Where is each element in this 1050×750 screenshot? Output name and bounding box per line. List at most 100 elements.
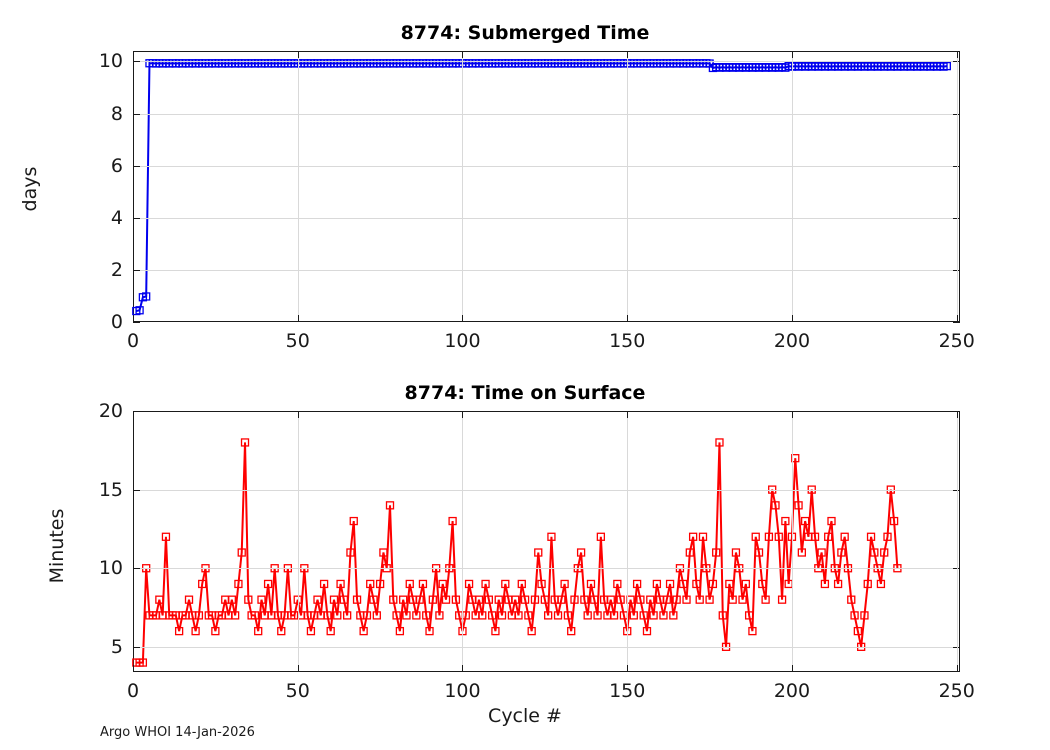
data-marker <box>748 626 757 636</box>
data-marker <box>511 595 520 604</box>
data-marker <box>907 360 914 367</box>
data-marker <box>352 595 362 604</box>
data-marker <box>306 626 316 636</box>
x-tick-mark <box>462 665 464 672</box>
y-tick-mark <box>133 114 140 116</box>
y-tick-label: 0 <box>110 311 123 333</box>
data-marker <box>741 579 750 589</box>
data-marker <box>313 595 322 604</box>
data-marker <box>395 626 405 636</box>
data-marker <box>824 532 833 541</box>
gridline-horizontal <box>133 61 960 62</box>
y-tick-label: 10 <box>98 50 123 73</box>
data-marker <box>889 516 899 526</box>
x-tick-label: 50 <box>285 330 310 352</box>
data-marker <box>544 611 553 620</box>
data-marker <box>754 548 764 557</box>
data-marker <box>379 548 388 557</box>
data-marker <box>791 454 800 463</box>
data-marker <box>761 595 770 604</box>
data-marker <box>833 579 843 589</box>
data-marker <box>880 548 889 557</box>
panel-submerged-time: 8774: Submerged Time days 0 2 4 6 8 10 0 50 100 1… <box>0 0 1050 360</box>
data-marker <box>636 595 645 604</box>
data-marker <box>491 626 500 636</box>
data-marker <box>927 360 934 367</box>
plot-area-time-on-surface <box>132 360 954 667</box>
x-tick-mark <box>792 665 794 672</box>
data-marker <box>897 360 904 367</box>
data-marker <box>943 360 950 367</box>
data-marker <box>349 516 358 526</box>
data-marker <box>771 501 780 510</box>
data-marker <box>372 611 381 620</box>
data-marker <box>933 360 940 367</box>
x-tick-mark <box>627 411 629 418</box>
gridline-vertical <box>627 51 628 322</box>
data-marker <box>857 642 866 651</box>
data-marker <box>359 626 368 636</box>
data-marker <box>904 360 911 367</box>
series-group <box>132 360 954 667</box>
data-marker <box>646 595 655 604</box>
data-marker <box>883 532 892 541</box>
x-tick-mark <box>792 315 794 322</box>
data-marker <box>731 548 741 557</box>
data-marker <box>576 548 586 557</box>
data-marker <box>135 306 144 315</box>
data-marker <box>807 485 816 494</box>
gridline-vertical <box>627 411 628 672</box>
data-marker <box>721 642 731 651</box>
data-marker <box>263 579 273 589</box>
data-marker <box>448 516 457 526</box>
data-marker <box>451 595 461 604</box>
data-marker <box>481 579 490 589</box>
data-marker <box>412 611 421 620</box>
data-marker <box>924 360 931 367</box>
x-tick-label: 50 <box>285 680 310 702</box>
data-marker <box>632 579 642 589</box>
data-marker <box>237 548 246 557</box>
data-marker <box>914 360 921 367</box>
data-marker <box>837 548 846 557</box>
x-tick-label: 100 <box>444 680 481 702</box>
data-marker <box>810 532 820 541</box>
x-tick-mark <box>462 411 464 418</box>
data-marker <box>847 595 856 604</box>
data-marker <box>198 579 207 589</box>
data-marker <box>715 438 724 447</box>
data-marker <box>679 579 688 589</box>
data-marker <box>850 611 859 620</box>
data-marker <box>781 516 790 526</box>
y-tick-label: 15 <box>98 478 123 501</box>
gridline-vertical <box>298 51 299 322</box>
data-marker <box>827 516 836 526</box>
data-marker <box>375 579 385 589</box>
data-marker <box>425 626 434 636</box>
y-tick-label: 6 <box>110 154 123 177</box>
data-marker <box>606 595 615 604</box>
data-marker <box>514 611 523 620</box>
data-marker <box>609 611 619 620</box>
data-marker <box>940 360 947 367</box>
data-marker <box>930 360 937 367</box>
data-marker <box>244 595 253 604</box>
data-marker <box>534 548 543 557</box>
data-marker <box>250 611 260 620</box>
data-marker <box>712 548 721 557</box>
data-marker <box>343 611 352 620</box>
y-tick-mark <box>133 411 140 413</box>
data-marker <box>910 360 917 367</box>
data-marker <box>438 579 447 589</box>
data-marker <box>385 501 395 510</box>
x-tick-mark <box>627 665 629 672</box>
data-marker <box>947 360 954 367</box>
data-marker <box>777 595 787 604</box>
data-marker <box>537 579 546 589</box>
data-marker <box>751 532 760 541</box>
data-marker <box>947 0 954 7</box>
x-tick-mark <box>133 665 135 672</box>
data-marker <box>639 611 648 620</box>
data-marker <box>728 595 737 604</box>
gridline-horizontal <box>133 114 960 115</box>
